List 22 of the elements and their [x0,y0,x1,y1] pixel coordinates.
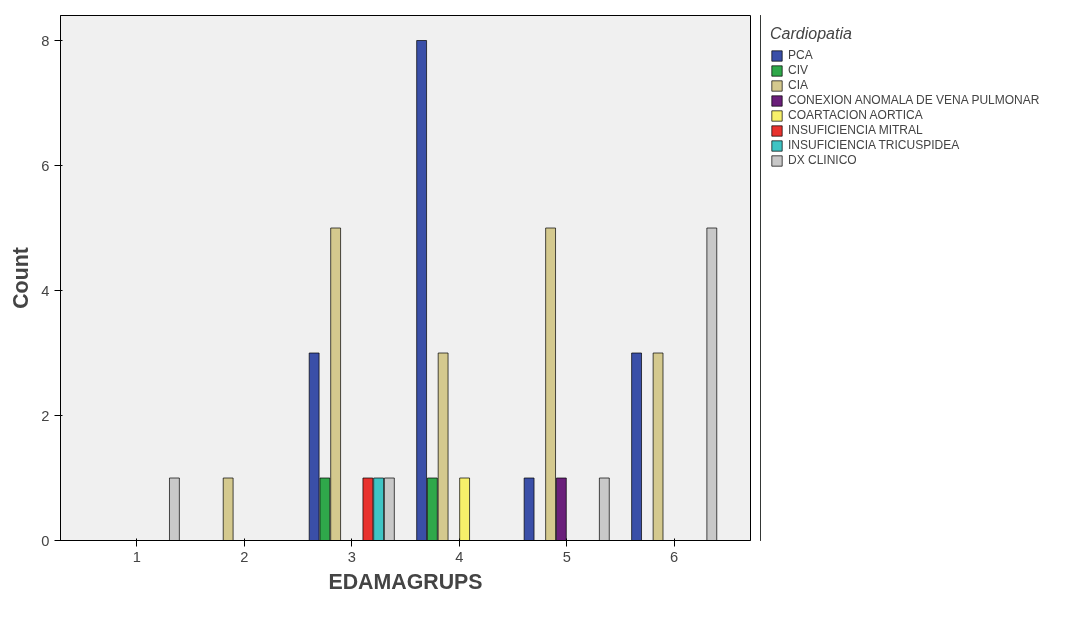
x-tick-label: 3 [347,548,356,565]
legend-label: CIV [788,63,809,77]
y-tick-label: 4 [41,282,50,299]
y-tick-label: 0 [41,532,50,549]
legend-label: INSUFICIENCIA TRICUSPIDEA [788,138,960,152]
x-axis-title: EDAMAGRUPS [328,569,483,594]
legend-label: COARTACION AORTICA [788,108,923,122]
x-tick-label: 6 [670,548,679,565]
x-tick-label: 1 [132,548,141,565]
y-tick-label: 2 [41,407,50,424]
legend-label: CONEXION ANOMALA DE VENA PULMONAR [788,93,1040,107]
x-tick-label: 2 [240,548,249,565]
y-tick-label: 6 [41,157,50,174]
legend-label: CIA [788,78,809,92]
legend-label: INSUFICIENCIA MITRAL [788,123,923,137]
y-tick-label: 8 [41,32,50,49]
legend-label: DX CLINICO [788,153,857,167]
legend-label: PCA [788,48,813,62]
x-tick-label: 4 [455,548,464,565]
x-tick-label: 5 [562,548,571,565]
legend-title: Cardiopatia [770,25,853,43]
y-axis-title: Count [9,247,34,309]
